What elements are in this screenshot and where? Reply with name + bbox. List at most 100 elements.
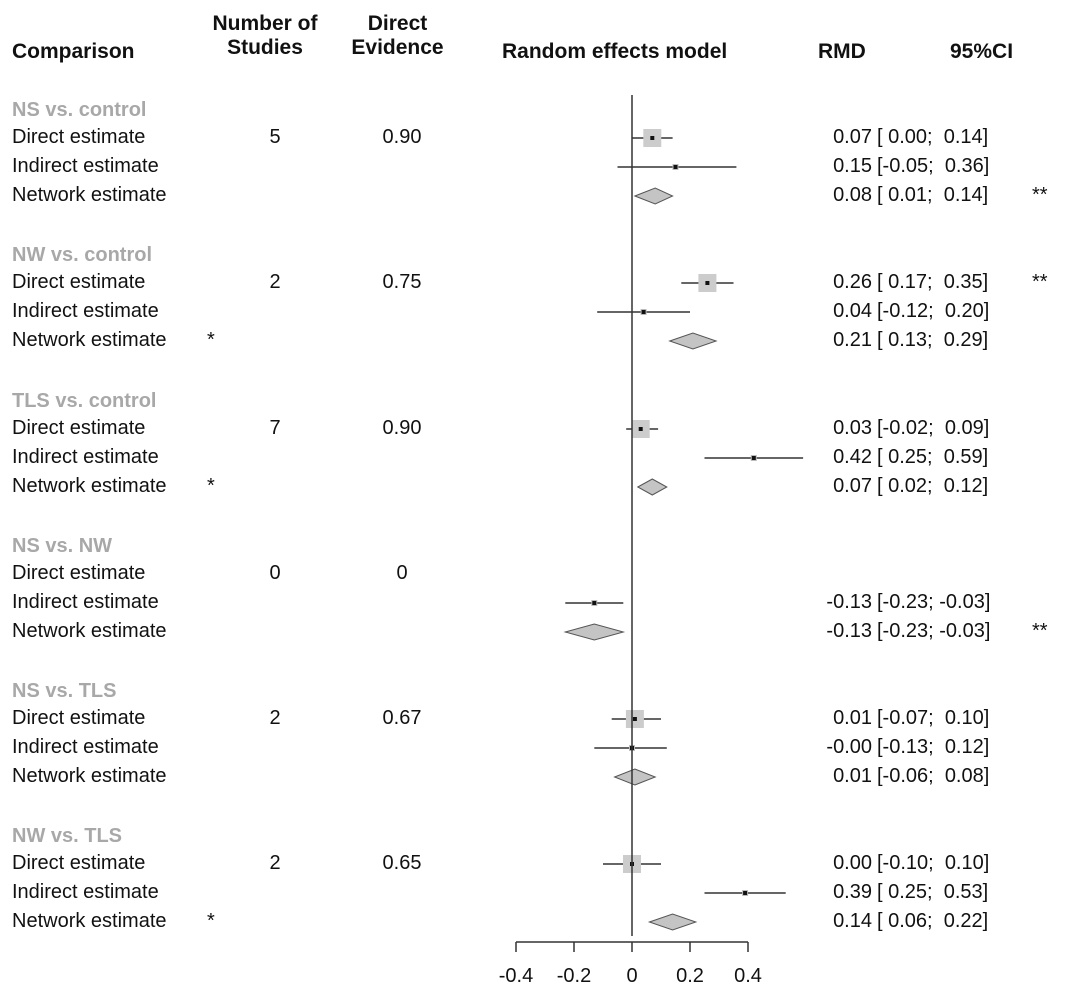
estimate-point bbox=[650, 136, 655, 140]
ci-value: [-0.23; -0.03] bbox=[877, 591, 991, 613]
header-number-of-studies: Number of Studies bbox=[205, 12, 325, 60]
group-title: NS vs. TLS bbox=[12, 680, 117, 702]
rmd-value: 0.04 bbox=[833, 300, 872, 322]
row-label: Network estimate bbox=[12, 475, 167, 497]
row-label: Indirect estimate bbox=[12, 881, 159, 903]
header-rmd: RMD bbox=[818, 40, 866, 63]
studies-count: 7 bbox=[269, 417, 281, 439]
row-label: Direct estimate bbox=[12, 417, 146, 439]
rmd-value: 0.07 bbox=[833, 475, 872, 497]
rmd-value: 0.03 bbox=[833, 417, 872, 439]
estimate-point bbox=[641, 310, 646, 314]
network-diamond bbox=[636, 478, 668, 496]
header-direct-line1: Direct bbox=[367, 12, 428, 35]
ci-value: [ 0.01; 0.14] bbox=[877, 184, 989, 206]
rmd-value: 0.39 bbox=[833, 881, 872, 903]
estimate-point bbox=[743, 891, 748, 895]
row-label: Indirect estimate bbox=[12, 591, 159, 613]
header-random-effects-model: Random effects model bbox=[502, 40, 728, 63]
row-label: Indirect estimate bbox=[12, 155, 159, 177]
rmd-value: 0.14 bbox=[833, 910, 872, 932]
rmd-value: 0.21 bbox=[833, 329, 872, 351]
ci-value: [-0.10; 0.10] bbox=[877, 852, 990, 874]
x-tick-label: -0.4 bbox=[499, 965, 533, 987]
row-label: Direct estimate bbox=[12, 271, 146, 293]
x-tick-label: -0.2 bbox=[557, 965, 591, 987]
network-diamond bbox=[563, 623, 626, 641]
rmd-value: -0.13 bbox=[826, 620, 872, 642]
direct-evidence: 0.90 bbox=[382, 417, 422, 439]
ci-value: [-0.05; 0.36] bbox=[877, 155, 990, 177]
row-label: Network estimate bbox=[12, 910, 167, 932]
row-label: Direct estimate bbox=[12, 707, 146, 729]
ci-value: [ 0.06; 0.22] bbox=[877, 910, 989, 932]
ci-value: [ 0.25; 0.59] bbox=[877, 446, 989, 468]
header-direct-evidence: Direct Evidence bbox=[335, 12, 460, 60]
rmd-value: -0.00 bbox=[826, 736, 872, 758]
rmd-value: -0.13 bbox=[826, 591, 872, 613]
ci-value: [-0.07; 0.10] bbox=[877, 707, 990, 729]
rmd-value: 0.08 bbox=[833, 184, 872, 206]
network-diamond bbox=[613, 768, 657, 786]
studies-count: 5 bbox=[269, 126, 281, 148]
header-direct-line2: Evidence bbox=[351, 36, 444, 59]
direct-evidence: 0.67 bbox=[382, 707, 422, 729]
ci-value: [-0.12; 0.20] bbox=[877, 300, 990, 322]
estimate-point bbox=[751, 456, 756, 460]
header-studies-line1: Number of bbox=[212, 12, 318, 35]
row-label: Indirect estimate bbox=[12, 446, 159, 468]
header-studies-line2: Studies bbox=[227, 36, 303, 59]
ci-value: [-0.06; 0.08] bbox=[877, 765, 990, 787]
x-tick-label: 0 bbox=[626, 965, 637, 987]
row-label: Direct estimate bbox=[12, 562, 146, 584]
row-label: Direct estimate bbox=[12, 126, 146, 148]
rmd-value: 0.26 bbox=[833, 271, 872, 293]
ci-value: [-0.13; 0.12] bbox=[877, 736, 990, 758]
estimate-point bbox=[592, 601, 597, 605]
ci-value: [ 0.02; 0.12] bbox=[877, 475, 989, 497]
estimate-point bbox=[673, 165, 678, 169]
direct-evidence: 0.65 bbox=[382, 852, 422, 874]
row-label: Network estimate bbox=[12, 765, 167, 787]
row-label: Indirect estimate bbox=[12, 300, 159, 322]
header-95ci: 95%CI bbox=[950, 40, 1014, 63]
row-star: * bbox=[207, 910, 215, 932]
network-diamond bbox=[647, 913, 698, 931]
group-title: NS vs. control bbox=[12, 99, 147, 121]
row-star: * bbox=[207, 475, 215, 497]
x-tick-label: 0.2 bbox=[676, 965, 704, 987]
rmd-value: 0.01 bbox=[833, 765, 872, 787]
ci-value: [-0.23; -0.03] bbox=[877, 620, 991, 642]
direct-evidence: 0 bbox=[396, 562, 408, 584]
estimate-point bbox=[705, 281, 710, 285]
rmd-value: 0.01 bbox=[833, 707, 872, 729]
row-label: Indirect estimate bbox=[12, 736, 159, 758]
ci-value: [-0.02; 0.09] bbox=[877, 417, 990, 439]
group-title: NS vs. NW bbox=[12, 535, 113, 557]
group-title: NW vs. control bbox=[12, 244, 153, 266]
studies-count: 2 bbox=[269, 852, 281, 874]
row-label: Network estimate bbox=[12, 329, 167, 351]
estimate-point bbox=[638, 427, 643, 431]
estimate-point bbox=[632, 717, 637, 721]
significance-mark: ** bbox=[1032, 184, 1048, 206]
row-label: Direct estimate bbox=[12, 852, 146, 874]
ci-value: [ 0.17; 0.35] bbox=[877, 271, 989, 293]
group-title: NW vs. TLS bbox=[12, 825, 123, 847]
studies-count: 0 bbox=[269, 562, 281, 584]
ci-value: [ 0.00; 0.14] bbox=[877, 126, 989, 148]
rmd-value: 0.42 bbox=[833, 446, 872, 468]
row-label: Network estimate bbox=[12, 184, 167, 206]
row-star: * bbox=[207, 329, 215, 351]
group-title: TLS vs. control bbox=[12, 390, 157, 412]
ci-value: [ 0.13; 0.29] bbox=[877, 329, 989, 351]
direct-evidence: 0.90 bbox=[382, 126, 422, 148]
ci-value: [ 0.25; 0.53] bbox=[877, 881, 989, 903]
studies-count: 2 bbox=[269, 271, 281, 293]
significance-mark: ** bbox=[1032, 620, 1048, 642]
network-diamond bbox=[668, 332, 718, 350]
significance-mark: ** bbox=[1032, 271, 1048, 293]
rmd-value: 0.07 bbox=[833, 126, 872, 148]
row-label: Network estimate bbox=[12, 620, 167, 642]
